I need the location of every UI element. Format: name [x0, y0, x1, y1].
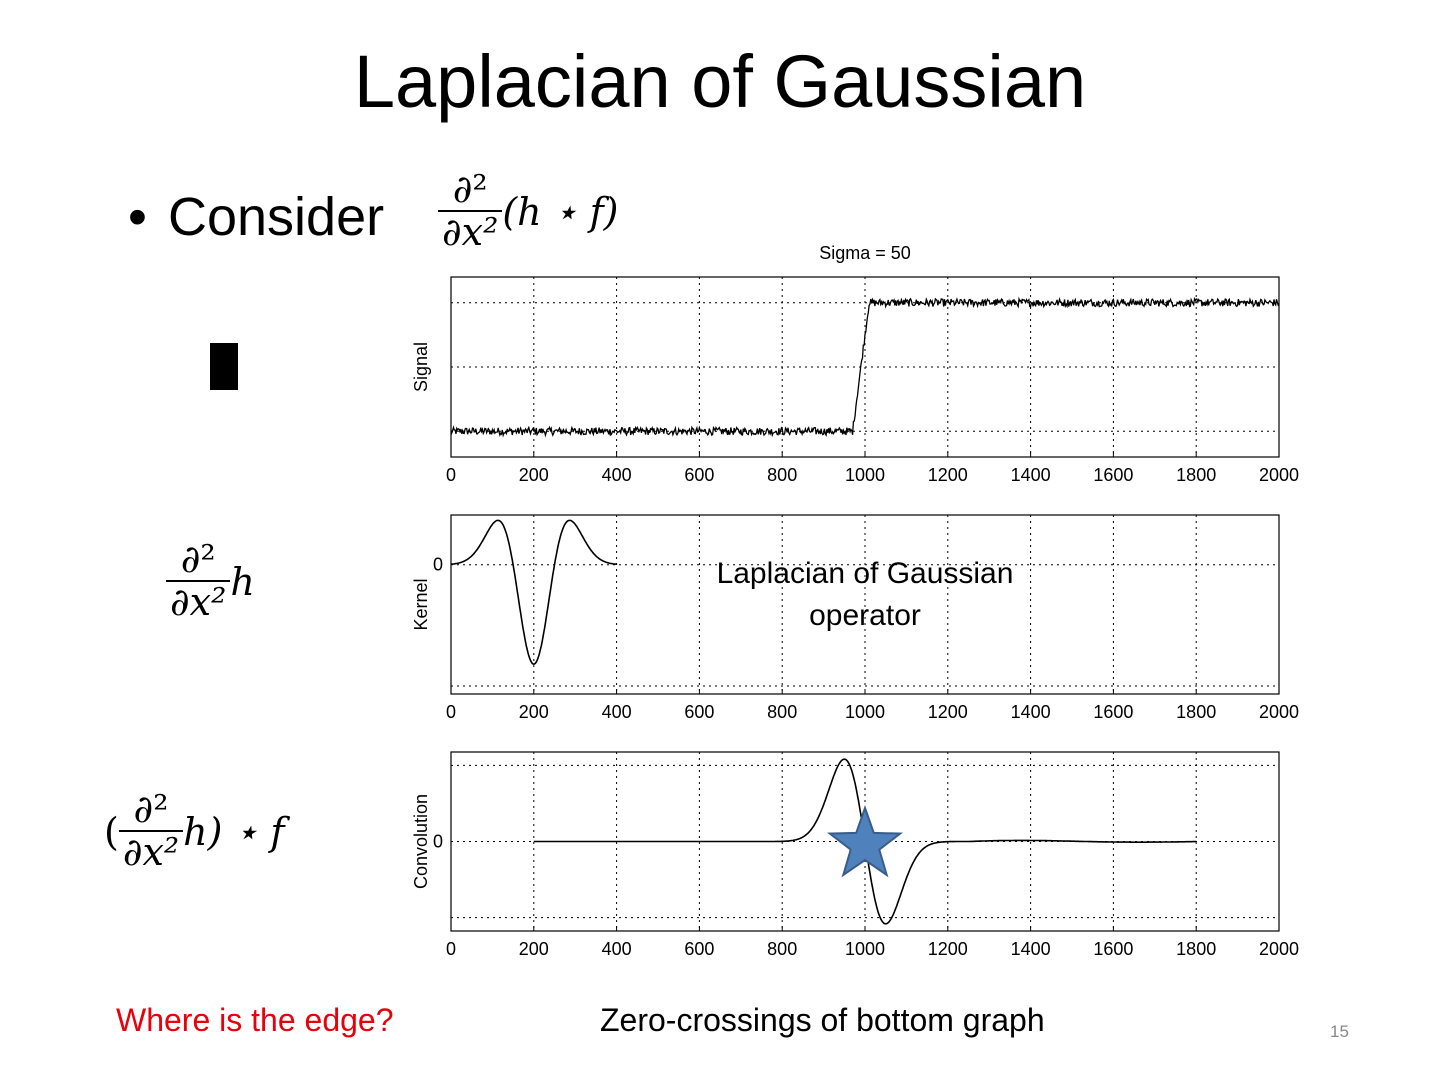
second-derivative-fraction: ∂² ∂x² [438, 169, 503, 254]
x-tick-label: 1400 [1011, 702, 1051, 722]
x-tick-label: 2000 [1259, 465, 1299, 485]
x-tick-label: 200 [519, 939, 549, 959]
fraction-numerator: ∂² [438, 169, 503, 212]
annotation-line-2: operator [809, 599, 921, 632]
edge-question: Where is the edge? [116, 1002, 394, 1038]
y-axis-label: Signal [411, 342, 431, 392]
slide-title: Laplacian of Gaussian [353, 40, 1087, 123]
y-axis-label: Convolution [411, 794, 431, 889]
x-tick-label: 1200 [928, 702, 968, 722]
fraction-denominator: ∂x² [442, 209, 499, 254]
second-derivative-fraction: ∂² ∂x² [118, 789, 184, 874]
formula-consider: ∂² ∂x² (h ⋆ f) [438, 169, 619, 254]
x-tick-label: 800 [767, 702, 797, 722]
star-icon [826, 804, 904, 878]
x-tick-label: 1400 [1011, 465, 1051, 485]
formula-open-paren: ( [104, 809, 119, 854]
x-tick-label: 1600 [1093, 939, 1133, 959]
formula-convolution: ( ∂² ∂x² h) ⋆ f [104, 789, 285, 874]
x-tick-label: 1600 [1093, 702, 1133, 722]
x-tick-label: 600 [684, 465, 714, 485]
formula-operand: h [230, 559, 255, 604]
fraction-numerator: ∂² [166, 539, 231, 582]
formula-kernel: ∂² ∂x² h [166, 539, 255, 624]
x-tick-label: 1600 [1093, 465, 1133, 485]
x-tick-label: 1800 [1176, 939, 1216, 959]
fraction-denominator: ∂x² [122, 829, 180, 874]
second-derivative-fraction: ∂² ∂x² [166, 539, 231, 624]
x-tick-label: 400 [602, 939, 632, 959]
x-tick-label: 1800 [1176, 465, 1216, 485]
x-tick-label: 1000 [845, 702, 885, 722]
x-tick-label: 1000 [845, 465, 885, 485]
page-number: 15 [1330, 1022, 1349, 1041]
x-tick-label: 200 [519, 465, 549, 485]
fraction-denominator: ∂x² [170, 579, 227, 624]
x-tick-label: 2000 [1259, 939, 1299, 959]
bullet-dot: • [128, 187, 147, 247]
bullet-consider: • Consider [128, 186, 384, 248]
formula-operand: (h ⋆ f) [502, 189, 619, 234]
x-tick-label: 0 [446, 939, 456, 959]
x-tick-label: 400 [602, 702, 632, 722]
x-tick-label: 800 [767, 939, 797, 959]
y-tick-label: 0 [433, 832, 443, 852]
chart-title: Sigma = 50 [819, 243, 911, 263]
x-tick-label: 0 [446, 465, 456, 485]
x-tick-label: 1400 [1011, 939, 1051, 959]
x-tick-label: 800 [767, 465, 797, 485]
x-tick-label: 400 [602, 465, 632, 485]
annotation-line-1: Laplacian of Gaussian [717, 557, 1014, 590]
x-tick-label: 2000 [1259, 702, 1299, 722]
formula-operand: h) ⋆ f [183, 809, 285, 854]
x-tick-label: 600 [684, 939, 714, 959]
series-line [450, 296, 1280, 438]
x-tick-label: 0 [446, 702, 456, 722]
y-tick-label: 0 [433, 555, 443, 575]
bullet-text: Consider [168, 187, 385, 247]
fraction-numerator: ∂² [118, 789, 184, 832]
y-axis-label: Kernel [411, 578, 431, 630]
series-line [450, 519, 617, 666]
edge-answer: Zero-crossings of bottom graph [600, 1002, 1045, 1038]
x-tick-label: 1200 [928, 465, 968, 485]
x-tick-label: 1800 [1176, 702, 1216, 722]
x-tick-label: 1200 [928, 939, 968, 959]
x-tick-label: 200 [519, 702, 549, 722]
x-tick-label: 1000 [845, 939, 885, 959]
step-edge-glyph [210, 343, 238, 390]
x-tick-label: 600 [684, 702, 714, 722]
